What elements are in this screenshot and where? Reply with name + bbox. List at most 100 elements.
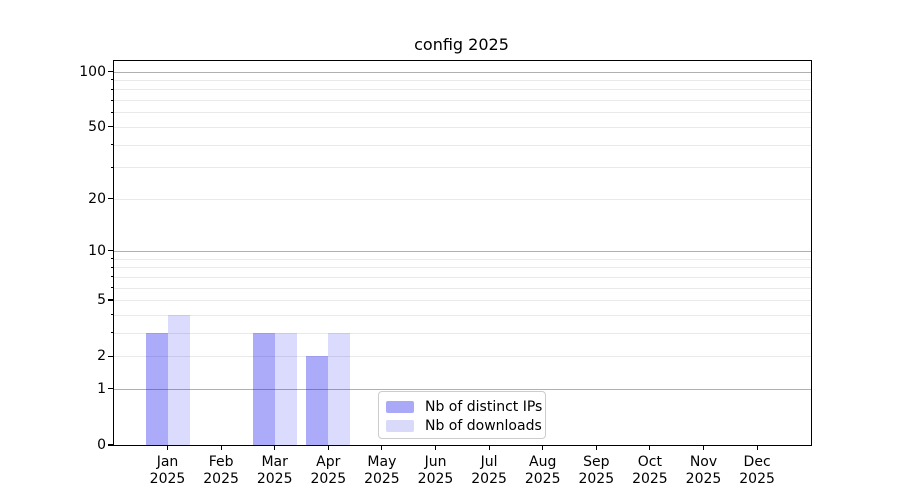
y-minor-tick-mark — [110, 111, 114, 113]
x-tick-label: Sep 2025 — [564, 454, 628, 487]
y-minor-tick-mark — [110, 314, 114, 316]
y-tick-label: 0 — [97, 437, 106, 453]
x-tick-year: 2025 — [417, 470, 454, 487]
x-tick-label: Dec 2025 — [725, 454, 789, 487]
x-tick-label: Apr 2025 — [296, 454, 360, 487]
x-tick-month: Oct — [637, 454, 662, 470]
bar-nb-of-downloads-mar — [274, 332, 297, 445]
x-tick-month: Jun — [424, 454, 447, 470]
legend-row-distinct-ips: Nb of distinct IPs — [386, 397, 542, 416]
y-tick-mark — [108, 388, 114, 390]
y-minor-tick-mark — [110, 258, 114, 260]
y-tick-label: 100 — [79, 63, 106, 80]
gridline-minor — [114, 112, 811, 114]
x-tick-month: Aug — [529, 454, 557, 470]
y-tick-label: 10 — [88, 242, 106, 259]
y-tick-mark — [108, 70, 114, 73]
x-tick-mark — [756, 445, 758, 450]
x-tick-mark — [166, 445, 169, 450]
gridline-minor — [114, 356, 811, 358]
x-tick-month: Feb — [208, 454, 234, 470]
x-tick-mark — [595, 445, 597, 450]
y-minor-tick-mark — [110, 287, 114, 288]
x-tick-year: 2025 — [310, 470, 347, 487]
bar-nb-of-distinct-ips-apr — [306, 356, 329, 445]
gridline-minor — [114, 300, 811, 301]
x-tick-month: Nov — [689, 454, 718, 470]
chart-title: config 2025 — [414, 35, 509, 54]
x-tick-label: Oct 2025 — [618, 454, 682, 487]
y-tick-label: 20 — [88, 190, 106, 207]
x-tick-mark — [542, 445, 544, 450]
x-tick-month: Dec — [743, 454, 771, 470]
x-tick-year: 2025 — [364, 470, 400, 487]
x-tick-month: Apr — [316, 454, 341, 470]
y-tick-label: 50 — [88, 118, 106, 135]
x-tick-year: 2025 — [685, 470, 722, 487]
gridline-minor — [114, 79, 811, 81]
legend-swatch-downloads — [386, 419, 414, 432]
bar-nb-of-downloads-jan — [167, 314, 190, 445]
legend-label-downloads: Nb of downloads — [425, 417, 542, 434]
legend: Nb of distinct IPs Nb of downloads — [378, 391, 546, 439]
x-tick-label: Jul 2025 — [457, 454, 521, 487]
legend-swatch-distinct-ips — [386, 400, 414, 413]
y-tick-mark — [108, 299, 114, 301]
x-tick-label: Nov 2025 — [672, 454, 736, 487]
x-tick-label: Mar 2025 — [243, 454, 307, 487]
y-minor-tick-mark — [110, 266, 114, 268]
x-tick-month: Mar — [261, 454, 288, 470]
gridline-minor — [114, 287, 811, 289]
x-tick-mark — [434, 445, 437, 450]
y-tick-mark — [108, 444, 114, 446]
x-tick-mark — [220, 445, 222, 450]
gridline-minor — [114, 89, 811, 91]
y-tick-mark — [108, 250, 114, 252]
y-tick-label: 2 — [97, 348, 106, 365]
legend-row-downloads: Nb of downloads — [386, 416, 542, 435]
gridline-major — [114, 71, 811, 73]
x-tick-year: 2025 — [471, 470, 507, 487]
y-minor-tick-mark — [110, 99, 114, 101]
x-tick-label: Aug 2025 — [511, 454, 575, 487]
x-tick-month: Sep — [583, 454, 610, 470]
y-minor-tick-mark — [110, 144, 114, 145]
y-minor-tick-mark — [110, 79, 114, 81]
gridline-minor — [114, 267, 811, 269]
bar-nb-of-distinct-ips-jan — [145, 332, 168, 445]
x-tick-year: 2025 — [524, 470, 561, 487]
x-tick-year: 2025 — [256, 470, 293, 487]
y-minor-tick-mark — [110, 276, 114, 278]
gridline-minor — [114, 276, 811, 278]
x-tick-year: 2025 — [632, 470, 668, 487]
x-tick-year: 2025 — [203, 470, 239, 487]
x-tick-label: May 2025 — [350, 454, 414, 487]
legend-label-distinct-ips: Nb of distinct IPs — [425, 398, 543, 415]
x-tick-month: May — [367, 454, 397, 470]
x-tick-month: Jul — [480, 454, 498, 470]
gridline-major — [114, 250, 811, 252]
bar-nb-of-distinct-ips-mar — [252, 332, 275, 445]
gridline-minor — [114, 167, 811, 169]
bar-nb-of-downloads-apr — [328, 332, 351, 445]
x-tick-label: Jun 2025 — [404, 454, 468, 487]
gridline-minor — [114, 314, 811, 316]
y-tick-mark — [108, 198, 114, 200]
gridline-minor — [114, 100, 811, 101]
gridline-minor — [114, 198, 811, 200]
gridline-minor — [114, 144, 811, 146]
gridline-minor — [114, 332, 811, 334]
y-minor-tick-mark — [110, 332, 114, 334]
x-tick-mark — [274, 445, 276, 450]
y-minor-tick-mark — [110, 88, 114, 90]
x-tick-year: 2025 — [739, 470, 775, 487]
x-tick-mark — [381, 445, 383, 450]
x-tick-month: Jan — [156, 454, 179, 470]
x-tick-label: Feb 2025 — [189, 454, 253, 487]
x-tick-mark — [702, 445, 705, 450]
x-tick-year: 2025 — [578, 470, 615, 487]
y-tick-mark — [108, 126, 114, 128]
x-tick-label: Jan 2025 — [136, 454, 200, 487]
gridline-major — [114, 388, 811, 390]
